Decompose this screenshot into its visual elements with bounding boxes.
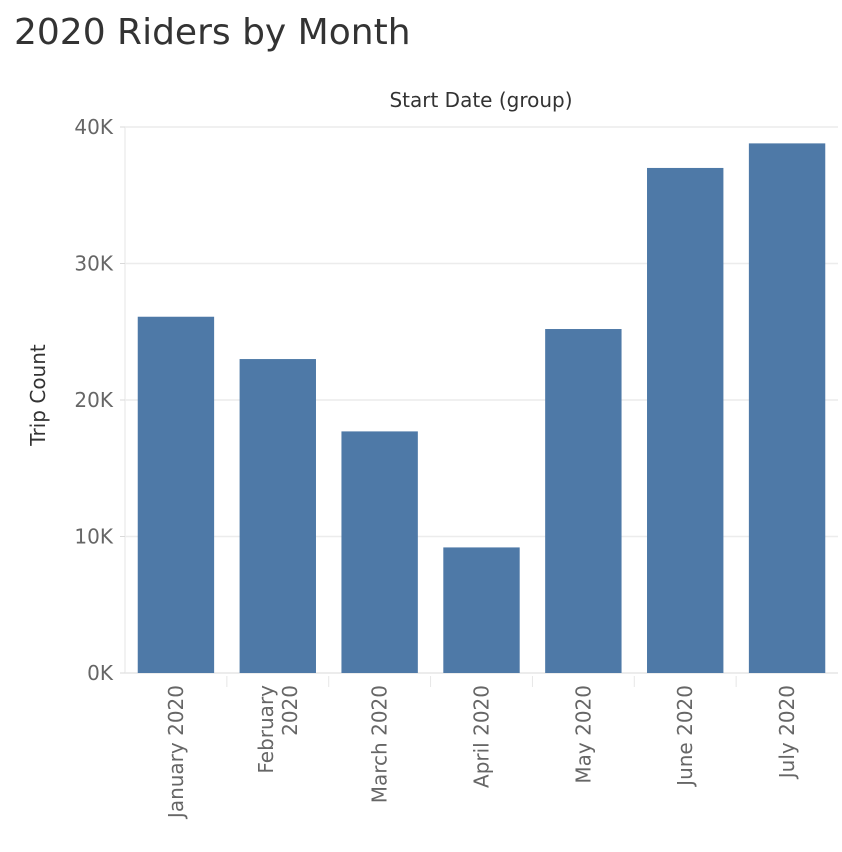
bar[interactable] bbox=[647, 167, 724, 673]
y-axis-ticks: 0K 10K 20K 30K 40K bbox=[74, 115, 125, 685]
category-label: February 2020 bbox=[254, 685, 302, 774]
category-label-line: July 2020 bbox=[775, 685, 799, 780]
bar[interactable] bbox=[239, 359, 316, 673]
y-axis-label: Trip Count bbox=[26, 344, 50, 447]
y-tick-label: 0K bbox=[87, 661, 114, 685]
category-label: March 2020 bbox=[368, 685, 392, 803]
y-tick-label: 40K bbox=[74, 115, 113, 139]
bar[interactable] bbox=[545, 329, 622, 673]
y-tick-label: 30K bbox=[74, 252, 113, 276]
category-label-line: March 2020 bbox=[368, 685, 392, 803]
category-label-line: February bbox=[254, 685, 278, 774]
category-label-line: April 2020 bbox=[470, 685, 494, 788]
category-label: May 2020 bbox=[571, 685, 595, 784]
category-label: April 2020 bbox=[470, 685, 494, 788]
category-label-line: June 2020 bbox=[673, 685, 697, 788]
x-axis-header: Start Date (group) bbox=[389, 88, 572, 112]
bar[interactable] bbox=[137, 316, 215, 673]
category-label-line: January 2020 bbox=[164, 685, 188, 820]
category-label-line: May 2020 bbox=[571, 685, 595, 784]
y-tick-label: 10K bbox=[74, 525, 113, 549]
category-label-line: 2020 bbox=[278, 685, 302, 736]
y-tick-label: 20K bbox=[74, 388, 113, 412]
category-label: January 2020 bbox=[164, 685, 188, 820]
bar[interactable] bbox=[443, 547, 520, 673]
bar[interactable] bbox=[748, 143, 826, 673]
x-axis-categories: January 2020 February 2020 March 2020 April … bbox=[164, 676, 799, 820]
chart-title: 2020 Riders by Month bbox=[14, 12, 411, 53]
bars bbox=[137, 143, 826, 673]
category-label: June 2020 bbox=[673, 685, 697, 788]
bar[interactable] bbox=[341, 431, 418, 673]
category-label: July 2020 bbox=[775, 685, 799, 780]
